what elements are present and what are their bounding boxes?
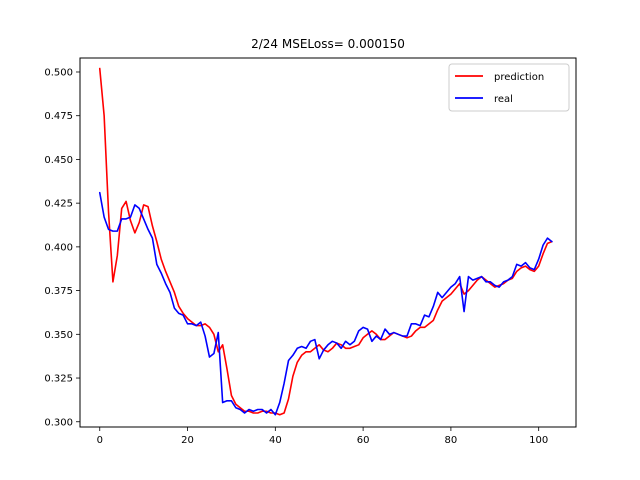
y-tick-label: 0.300 <box>44 417 73 428</box>
x-tick-label: 40 <box>269 435 282 446</box>
y-tick-label: 0.350 <box>44 330 73 341</box>
legend-label-real: real <box>494 94 513 105</box>
x-tick-label: 100 <box>529 435 548 446</box>
x-tick-label: 60 <box>357 435 370 446</box>
x-tick-label: 20 <box>181 435 194 446</box>
axes-layer: 0 20 40 60 80 100 0.300 0.325 0.350 0.375 0.400 0.4… <box>44 67 548 446</box>
x-tick-label: 80 <box>445 435 458 446</box>
y-tick-label: 0.400 <box>44 242 73 253</box>
y-tick-label: 0.375 <box>44 286 73 297</box>
chart-title: 2/24 MSELoss= 0.000150 <box>251 37 405 51</box>
y-tick-label: 0.325 <box>44 374 73 385</box>
legend: prediction real <box>448 63 570 112</box>
y-tick-label: 0.450 <box>44 155 73 166</box>
y-tick-label: 0.425 <box>44 199 73 210</box>
series-line-prediction <box>98 67 553 416</box>
y-tick-label: 0.475 <box>44 111 73 122</box>
plot-frame <box>79 57 577 428</box>
series-line-real <box>98 191 553 416</box>
series-layer <box>98 67 553 416</box>
x-tick-label: 0 <box>97 435 103 446</box>
legend-label-prediction: prediction <box>494 72 544 83</box>
y-tick-label: 0.500 <box>44 67 73 78</box>
